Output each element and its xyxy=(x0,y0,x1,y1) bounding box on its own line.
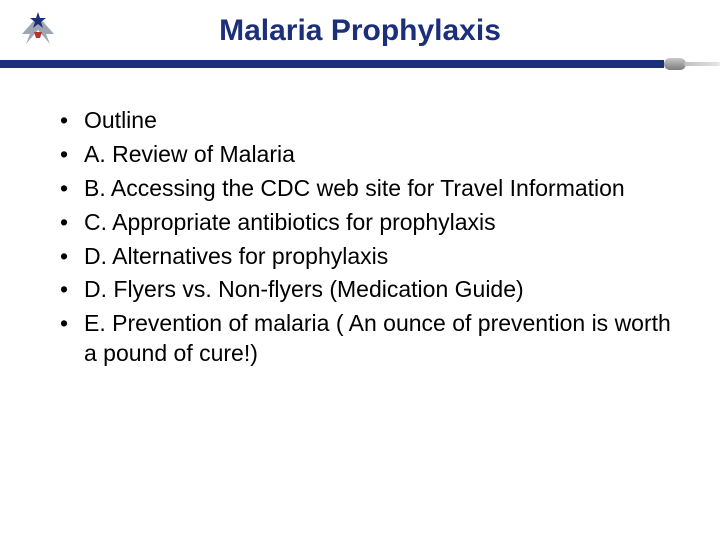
divider-bar xyxy=(0,60,664,68)
list-item: E. Prevention of malaria ( An ounce of p… xyxy=(60,309,672,369)
header-divider xyxy=(0,58,720,72)
list-item: D. Flyers vs. Non-flyers (Medication Gui… xyxy=(60,275,672,305)
divider-tail xyxy=(684,62,720,66)
list-item: D. Alternatives for prophylaxis xyxy=(60,242,672,272)
list-item: B. Accessing the CDC web site for Travel… xyxy=(60,174,672,204)
list-item: A. Review of Malaria xyxy=(60,140,672,170)
slide-title: Malaria Prophylaxis xyxy=(0,14,720,48)
bullet-list: Outline A. Review of Malaria B. Accessin… xyxy=(60,106,672,369)
list-item: C. Appropriate antibiotics for prophylax… xyxy=(60,208,672,238)
list-item: Outline xyxy=(60,106,672,136)
slide-header: Malaria Prophylaxis xyxy=(0,0,720,58)
divider-cap-icon xyxy=(664,58,686,70)
accent-shape xyxy=(34,32,42,38)
slide-body: Outline A. Review of Malaria B. Accessin… xyxy=(0,72,720,369)
air-force-logo-icon xyxy=(14,10,62,50)
